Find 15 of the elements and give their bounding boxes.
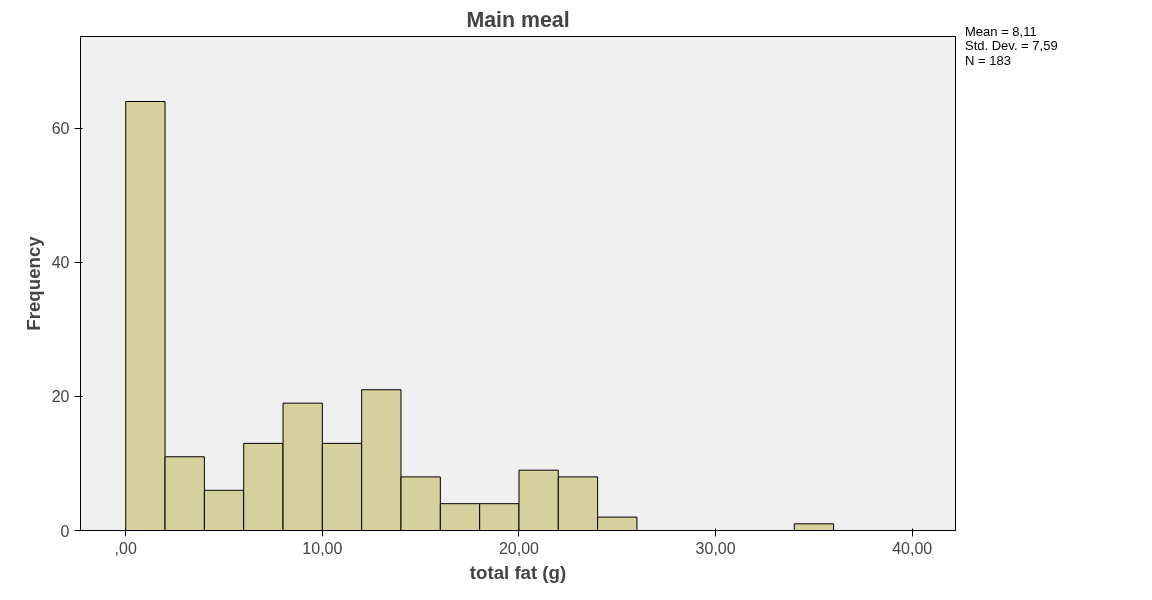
- x-tick-label: ,00: [114, 539, 137, 557]
- y-tick-label: 40: [51, 254, 70, 272]
- y-tick-label: 60: [51, 120, 70, 138]
- y-axis-title: Frequency: [22, 235, 44, 331]
- x-tick-label: 10,00: [302, 539, 343, 557]
- y-tick-label: 20: [51, 388, 70, 406]
- text: Mean = 8,11: [965, 24, 1038, 40]
- text: N = 183: [965, 52, 1012, 68]
- chart-title: Main meal: [466, 7, 570, 32]
- x-tick-label: 20,00: [498, 539, 540, 557]
- x-axis-title: total fat (g): [469, 561, 567, 583]
- x-tick-label: 30,00: [695, 539, 736, 557]
- y-tick-label: 0: [60, 522, 70, 540]
- text: Std. Dev. = 7,59: [965, 38, 1058, 54]
- x-tick-label: 40,00: [892, 539, 933, 557]
